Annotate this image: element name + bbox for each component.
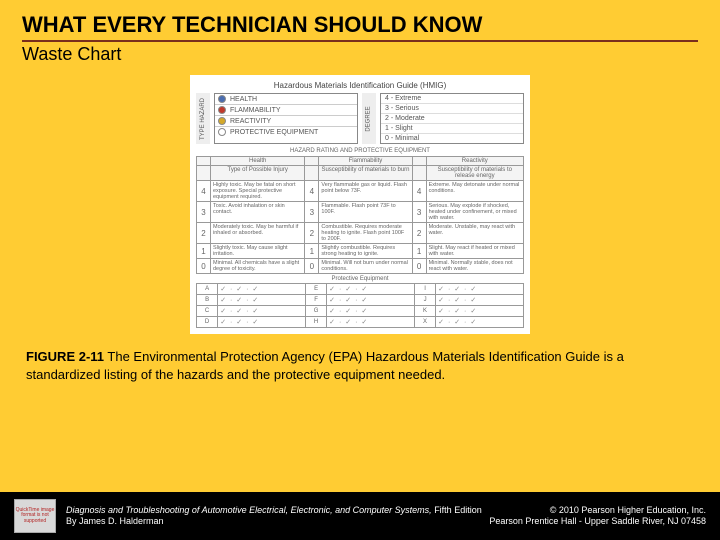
hazard-rating-table: Health Flammability Reactivity Type of P… xyxy=(196,156,524,274)
degree-label: DEGREE xyxy=(362,93,376,144)
table-row: 1Slightly toxic. May cause slight irrita… xyxy=(197,244,524,259)
table-row: 0Minimal. All chemicals have a slight de… xyxy=(197,259,524,274)
degree-row: 4 - Extreme xyxy=(381,94,523,104)
hmig-chart: Hazardous Materials Identification Guide… xyxy=(190,75,530,334)
table-row: Health Flammability Reactivity xyxy=(197,157,524,166)
circle-icon xyxy=(218,95,226,103)
protective-heading: Protective Equipment xyxy=(196,276,524,282)
mid-heading: HAZARD RATING AND PROTECTIVE EQUIPMENT xyxy=(196,148,524,154)
table-row: 2Moderately toxic. May be harmful if inh… xyxy=(197,223,524,244)
slide-title: WHAT EVERY TECHNICIAN SHOULD KNOW xyxy=(22,12,698,42)
hazard-type-row: HEALTH xyxy=(215,94,357,105)
slide-footer: QuickTime image format is not supported … xyxy=(0,492,720,540)
table-row: A✓ · ✓ · ✓E✓ · ✓ · ✓I✓ · ✓ · ✓ xyxy=(197,284,524,295)
figure-number: FIGURE 2-11 xyxy=(26,349,104,364)
hazard-type-box: HEALTH FLAMMABILITY REACTIVITY PROTECTIV… xyxy=(214,93,358,144)
table-row: B✓ · ✓ · ✓F✓ · ✓ · ✓J✓ · ✓ · ✓ xyxy=(197,295,524,306)
hazard-type-row: PROTECTIVE EQUIPMENT xyxy=(215,127,357,137)
book-author: By James D. Halderman xyxy=(66,516,164,526)
table-row: D✓ · ✓ · ✓H✓ · ✓ · ✓X✓ · ✓ · ✓ xyxy=(197,317,524,328)
degree-scale-box: 4 - Extreme 3 - Serious 2 - Moderate 1 -… xyxy=(380,93,524,144)
hazard-type-row: REACTIVITY xyxy=(215,116,357,127)
degree-row: 0 - Minimal xyxy=(381,134,523,143)
slide: WHAT EVERY TECHNICIAN SHOULD KNOW Waste … xyxy=(0,0,720,540)
degree-row: 1 - Slight xyxy=(381,124,523,134)
table-row: Type of Possible Injury Susceptibility o… xyxy=(197,166,524,181)
degree-row: 2 - Moderate xyxy=(381,114,523,124)
circle-icon xyxy=(218,117,226,125)
chart-top-row: TYPE HAZARD HEALTH FLAMMABILITY REACTIVI… xyxy=(196,93,524,144)
caption-text: The Environmental Protection Agency (EPA… xyxy=(26,349,624,382)
quicktime-badge-icon: QuickTime image format is not supported xyxy=(14,499,56,533)
copyright: © 2010 Pearson Higher Education, Inc. xyxy=(550,505,706,515)
table-row: C✓ · ✓ · ✓G✓ · ✓ · ✓K✓ · ✓ · ✓ xyxy=(197,306,524,317)
circle-icon xyxy=(218,128,226,136)
figure-caption: FIGURE 2-11 The Environmental Protection… xyxy=(26,348,694,383)
book-title: Diagnosis and Troubleshooting of Automot… xyxy=(66,505,432,515)
slide-subtitle: Waste Chart xyxy=(22,44,698,65)
footer-left: Diagnosis and Troubleshooting of Automot… xyxy=(66,505,489,528)
type-hazard-label: TYPE HAZARD xyxy=(196,93,210,144)
degree-row: 3 - Serious xyxy=(381,104,523,114)
book-edition: Fifth Edition xyxy=(432,505,482,515)
publisher: Pearson Prentice Hall - Upper Saddle Riv… xyxy=(489,516,706,526)
table-row: 4Highly toxic. May be fatal on short exp… xyxy=(197,181,524,202)
protective-equipment-table: A✓ · ✓ · ✓E✓ · ✓ · ✓I✓ · ✓ · ✓B✓ · ✓ · ✓… xyxy=(196,283,524,328)
hazard-type-row: FLAMMABILITY xyxy=(215,105,357,116)
chart-title: Hazardous Materials Identification Guide… xyxy=(196,81,524,90)
footer-right: © 2010 Pearson Higher Education, Inc. Pe… xyxy=(489,505,706,528)
table-row: 3Toxic. Avoid inhalation or skin contact… xyxy=(197,202,524,223)
circle-icon xyxy=(218,106,226,114)
